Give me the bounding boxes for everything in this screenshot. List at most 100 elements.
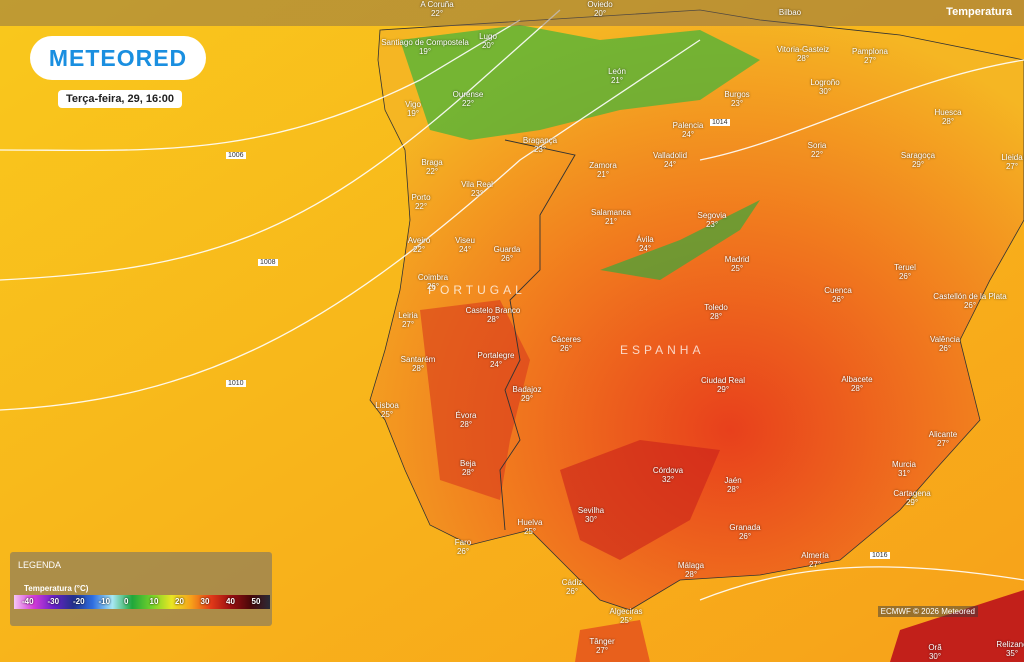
city-name: Burgos [724, 90, 750, 99]
city-name: Sevilha [577, 506, 605, 515]
city-temp: 24° [681, 130, 695, 139]
city-label: Cuenca 26° [824, 286, 852, 304]
city-temp: 29° [520, 394, 534, 403]
city-label: Soria 22° [808, 141, 827, 159]
city-name: Saragoça [900, 151, 936, 160]
legend-tick: 0 [124, 597, 129, 606]
city-name: Pamplona [851, 47, 889, 56]
green-central [600, 200, 760, 280]
isobar-label: 1016 [870, 552, 890, 559]
city-temp: 28° [459, 420, 473, 429]
legend-tick: -30 [47, 597, 60, 606]
city-temp: 23° [533, 145, 547, 154]
city-temp: 26° [559, 344, 573, 353]
city-temp: 27° [1005, 162, 1019, 171]
legend-tick: -10 [98, 597, 111, 606]
city-temp: 23° [730, 99, 744, 108]
city-temp: 32° [661, 475, 675, 484]
hot-south-pt [420, 300, 530, 500]
isobar-label: 1006 [226, 152, 246, 159]
city-name: Zamora [589, 161, 617, 170]
city-label: Évora 28° [456, 411, 477, 429]
city-temp: 30° [818, 87, 832, 96]
city-temp: 26° [938, 344, 952, 353]
city-temp: 22° [430, 9, 444, 18]
city-name: Oviedo [587, 0, 613, 9]
city-name: Portalegre [477, 351, 515, 360]
city-label: Lleida 27° [1001, 153, 1022, 171]
city-label: Teruel 26° [894, 263, 916, 281]
city-label: Faro 26° [455, 538, 471, 556]
city-name: Tânger [589, 637, 615, 646]
city-label: Segovia 23° [698, 211, 727, 229]
city-temp: 26° [565, 587, 579, 596]
city-name: Bilbao [778, 8, 802, 17]
city-name: Córdova [652, 466, 684, 475]
logo[interactable]: METEORED [30, 36, 206, 80]
city-label: Pamplona 27° [852, 47, 888, 65]
city-name: Porto [411, 193, 431, 202]
legend-tick: -20 [73, 597, 85, 606]
city-label: Porto 22° [411, 193, 430, 211]
city-label: Braga 22° [421, 158, 442, 176]
city-label: Salamanca 21° [591, 208, 631, 226]
city-temp: 22° [414, 202, 428, 211]
layer-button[interactable]: Temperatura [946, 6, 1012, 18]
city-label: Leiria 27° [398, 311, 418, 329]
city-temp: 24° [638, 244, 652, 253]
city-label: Logroño 30° [810, 78, 839, 96]
city-temp: 35° [1005, 649, 1019, 658]
city-temp: 23° [470, 189, 484, 198]
city-label: Lugo 20° [479, 32, 497, 50]
isobar-label: 1008 [258, 259, 278, 266]
city-name: Guarda [493, 245, 521, 254]
city-label: Alicante 27° [929, 430, 957, 448]
city-name: Castellón de la Plata [933, 292, 1007, 301]
city-name: Segovia [697, 211, 727, 220]
city-label: Cádiz 26° [562, 578, 582, 596]
city-name: Soria [807, 141, 827, 150]
city-temp: 25° [619, 616, 633, 625]
city-label: Algeciras 25° [610, 607, 643, 625]
city-name: Ourense [452, 90, 484, 99]
city-label: Vigo 19° [405, 100, 421, 118]
top-bar: Temperatura [0, 0, 1024, 26]
city-label: Relizane35° [996, 640, 1024, 658]
city-label: Coimbra 26° [418, 273, 448, 291]
city-temp: 20° [481, 41, 495, 50]
city-name: Huelva [517, 518, 543, 527]
city-temp: 26° [898, 272, 912, 281]
city-temp: 28° [726, 485, 740, 494]
city-label: Valência 26° [930, 335, 960, 353]
city-name: Beja [459, 459, 477, 468]
city-name: Relizane [996, 640, 1024, 649]
city-label: Palencia 24° [673, 121, 704, 139]
city-name: Leiria [398, 311, 418, 320]
city-label: Granada 26° [729, 523, 760, 541]
city-temp: 24° [458, 245, 472, 254]
city-temp: 19° [418, 47, 432, 56]
city-temp: 28° [461, 468, 475, 477]
legend-tick: 10 [149, 597, 159, 606]
city-name: Lisboa [375, 401, 399, 410]
city-temp: 27° [936, 439, 950, 448]
city-name: Cádiz [561, 578, 583, 587]
city-label: Guarda 26° [494, 245, 521, 263]
city-temp: 29° [905, 498, 919, 507]
city-name: Alicante [928, 430, 958, 439]
city-temp: 27° [595, 646, 609, 655]
city-name: Vitoria-Gasteiz [776, 45, 830, 54]
city-name: Viseu [455, 236, 475, 245]
city-name: Santarém [400, 355, 436, 364]
country-label: ESPANHA [620, 343, 705, 357]
city-name: Salamanca [590, 208, 632, 217]
city-temp: 27° [808, 560, 822, 569]
city-label: Cartagena 29° [893, 489, 930, 507]
city-name: Aveiro [407, 236, 431, 245]
city-label: Saragoça 29° [901, 151, 935, 169]
city-temp: 21° [610, 76, 624, 85]
country-label: PORTUGAL [428, 283, 526, 297]
city-label: Santarém 28° [401, 355, 436, 373]
